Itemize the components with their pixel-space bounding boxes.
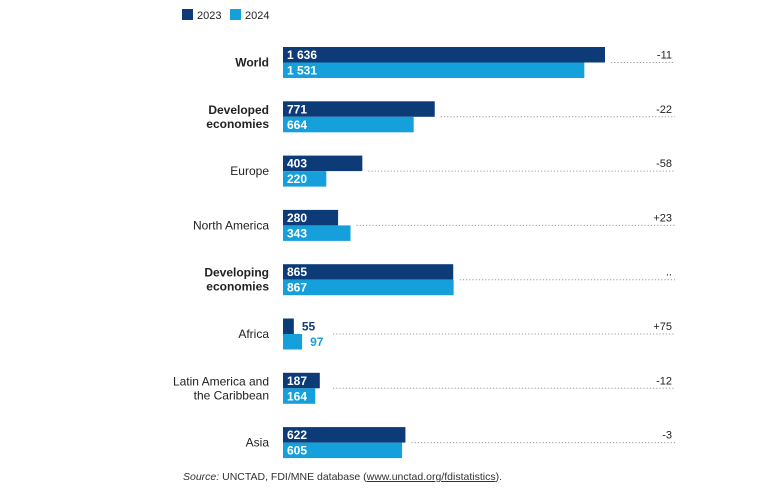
source-suffix: ). (495, 471, 503, 483)
legend-swatch-2023 (182, 9, 193, 20)
bar-value-world-2023: 1 636 (287, 48, 317, 62)
bar-value-latin-america-and-the-caribbean-2023: 187 (287, 374, 307, 388)
bar-value-developing-economies-2024: 867 (287, 281, 307, 295)
growth-value-world: -11 (657, 50, 672, 62)
growth-value-africa: +75 (653, 321, 672, 333)
bar-value-europe-2023: 403 (287, 157, 307, 171)
bar-value-developing-economies-2023: 865 (287, 265, 307, 279)
bar-latin-america-and-the-caribbean-2023 (283, 372, 320, 389)
growth-value-asia: -3 (662, 430, 672, 442)
legend-label-2023: 2023 (197, 10, 221, 22)
bar-world-2023 (283, 47, 605, 63)
bar-world-2024 (283, 62, 585, 78)
bar-value-asia-2024: 605 (287, 444, 307, 458)
growth-value-developing-economies: .. (666, 267, 672, 279)
bar-value-europe-2024: 220 (287, 172, 307, 186)
bar-developed-economies-2024 (283, 116, 414, 133)
bar-developed-economies-2023 (283, 101, 435, 117)
category-label-africa: Africa (238, 327, 269, 341)
bar-europe-2023 (283, 155, 363, 172)
bar-value-north-america-2023: 280 (287, 211, 307, 225)
bar-africa-2024 (283, 334, 303, 350)
source-prefix: Source: (183, 471, 220, 483)
source-text: UNCTAD, FDI/MNE database ( (222, 471, 367, 483)
growth-value-latin-america-and-the-caribbean: -12 (656, 375, 672, 387)
category-label-world: World (235, 56, 269, 70)
bar-value-developed-economies-2023: 771 (287, 102, 307, 116)
growth-value-europe: -58 (656, 158, 672, 170)
bar-north-america-2024 (283, 225, 351, 241)
bar-developing-economies-2023 (283, 264, 454, 280)
category-label-latin-america-and-the-caribbean-line1: Latin America and (173, 374, 269, 388)
bar-asia-2024 (283, 442, 403, 459)
category-label-developed-economies-line1: Developed (208, 103, 269, 117)
category-label-asia: Asia (246, 436, 270, 450)
bar-value-africa-2023: 55 (302, 320, 316, 334)
bar-value-latin-america-and-the-caribbean-2024: 164 (287, 389, 307, 403)
bar-value-asia-2023: 622 (287, 428, 307, 442)
bar-africa-2023 (283, 318, 294, 334)
bar-latin-america-and-the-caribbean-2024 (283, 388, 316, 404)
category-label-developing-economies-line1: Developing (204, 266, 269, 280)
legend-label-2024: 2024 (245, 10, 269, 22)
bar-asia-2023 (283, 427, 406, 443)
growth-value-north-america: +23 (653, 212, 672, 224)
category-label-europe: Europe (230, 164, 269, 178)
legend-swatch-2024 (230, 9, 241, 20)
bar-value-africa-2024: 97 (310, 335, 324, 349)
source-link[interactable]: www.unctad.org/fdistatistics (366, 471, 496, 483)
bar-value-world-2024: 1 531 (287, 64, 317, 78)
growth-value-developed-economies: -22 (656, 104, 672, 116)
bar-value-developed-economies-2024: 664 (287, 118, 307, 132)
bar-developing-economies-2024 (283, 279, 454, 296)
bar-europe-2024 (283, 171, 327, 187)
bar-north-america-2023 (283, 209, 339, 226)
source-note: Source: UNCTAD, FDI/MNE database (www.un… (183, 471, 502, 483)
bar-value-north-america-2024: 343 (287, 226, 307, 240)
category-label-developing-economies-line2: economies (206, 280, 269, 294)
category-label-latin-america-and-the-caribbean-line2: the Caribbean (194, 388, 269, 402)
category-label-developed-economies-line2: economies (206, 117, 269, 131)
category-label-north-america: North America (193, 218, 269, 232)
